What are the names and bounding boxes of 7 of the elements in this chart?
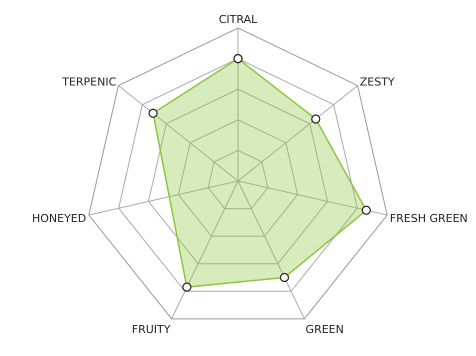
spoke-label: HONEYED	[32, 212, 86, 225]
spoke-label: TERPENIC	[61, 76, 117, 89]
spoke-label: GREEN	[306, 322, 344, 336]
spoke-label: ZESTY	[360, 76, 395, 89]
spoke-label: FRUITY	[132, 322, 171, 336]
spoke-label: FRESH GREEN	[390, 212, 468, 225]
spoke-label: CITRAL	[218, 13, 258, 26]
